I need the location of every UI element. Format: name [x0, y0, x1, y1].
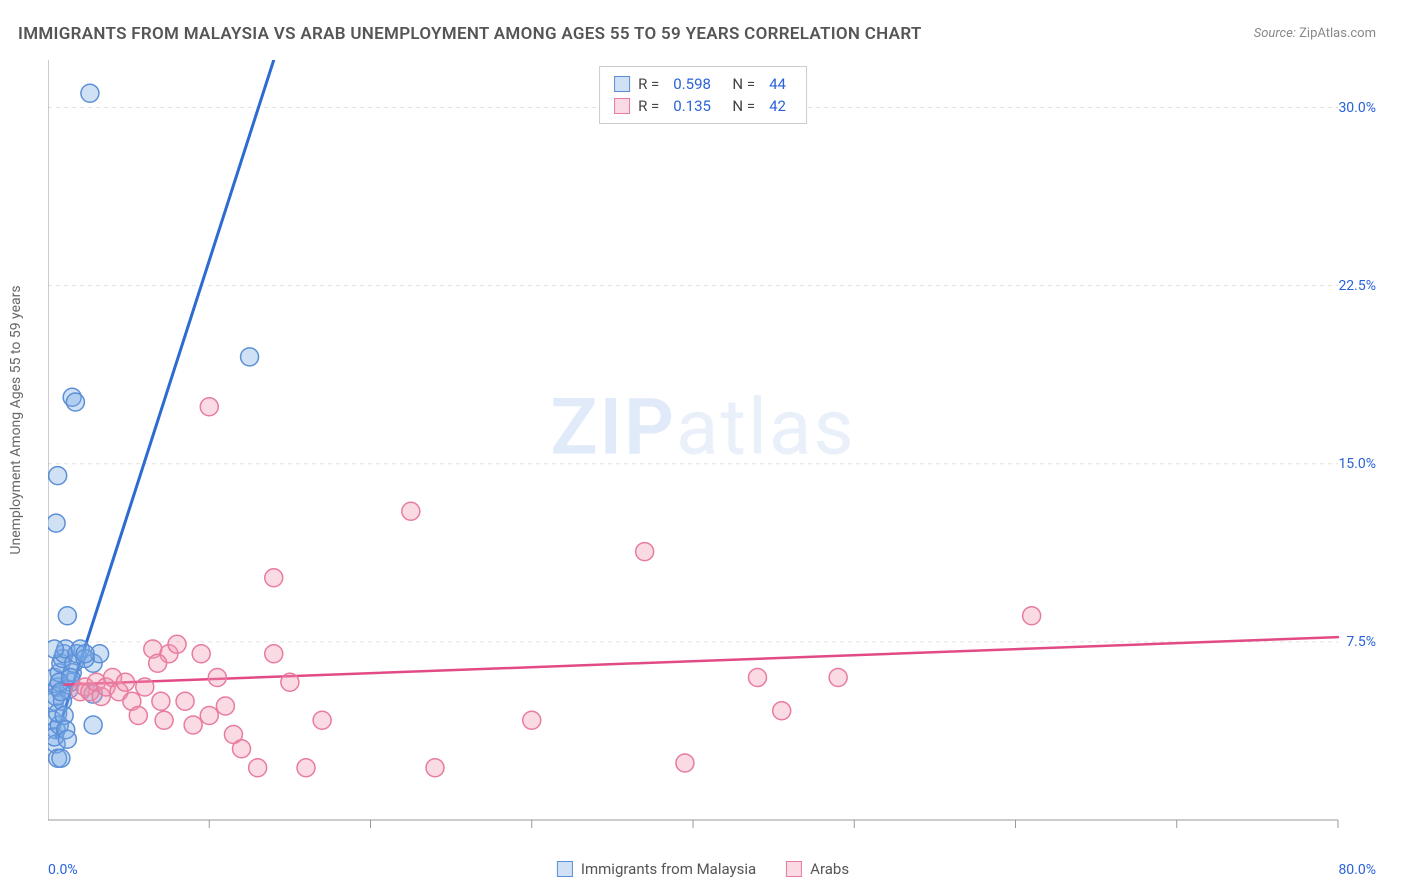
stats-legend: R = 0.598 N = 44 R = 0.135 N = 42: [599, 66, 807, 124]
legend-swatch: [557, 861, 573, 877]
stats-n-value: 44: [769, 75, 786, 93]
legend-swatch: [614, 98, 630, 114]
legend-swatch: [614, 76, 630, 92]
correlation-scatter-chart: [48, 60, 1368, 840]
y-tick-label: 30.0%: [1338, 100, 1376, 116]
legend-item: Immigrants from Malaysia: [557, 860, 756, 878]
stats-r-value: 0.598: [673, 75, 711, 93]
stats-n-label: N =: [725, 97, 755, 115]
source-label: Source:: [1254, 26, 1296, 41]
chart-title: IMMIGRANTS FROM MALAYSIA VS ARAB UNEMPLO…: [18, 24, 922, 44]
y-tick-label: 22.5%: [1338, 278, 1376, 294]
source-value: ZipAtlas.com: [1299, 26, 1376, 41]
stats-legend-row: R = 0.135 N = 42: [614, 95, 792, 117]
stats-r-label: R =: [638, 97, 659, 115]
stats-r-label: R =: [638, 75, 659, 93]
y-tick-label: 7.5%: [1346, 634, 1376, 650]
x-axis-origin-label: 0.0%: [48, 862, 78, 878]
y-axis-label: Unemployment Among Ages 55 to 59 years: [8, 285, 24, 554]
legend-label: Immigrants from Malaysia: [581, 860, 756, 878]
legend-label: Arabs: [810, 860, 849, 878]
source-attribution: Source: ZipAtlas.com: [1254, 26, 1376, 41]
stats-n-label: N =: [725, 75, 755, 93]
stats-legend-row: R = 0.598 N = 44: [614, 73, 792, 95]
stats-n-value: 42: [769, 97, 786, 115]
legend-item: Arabs: [786, 860, 849, 878]
y-tick-label: 15.0%: [1338, 456, 1376, 472]
series-legend: Immigrants from Malaysia Arabs: [557, 860, 849, 878]
x-axis-max-label: 80.0%: [1338, 862, 1376, 878]
legend-swatch: [786, 861, 802, 877]
stats-r-value: 0.135: [673, 97, 711, 115]
